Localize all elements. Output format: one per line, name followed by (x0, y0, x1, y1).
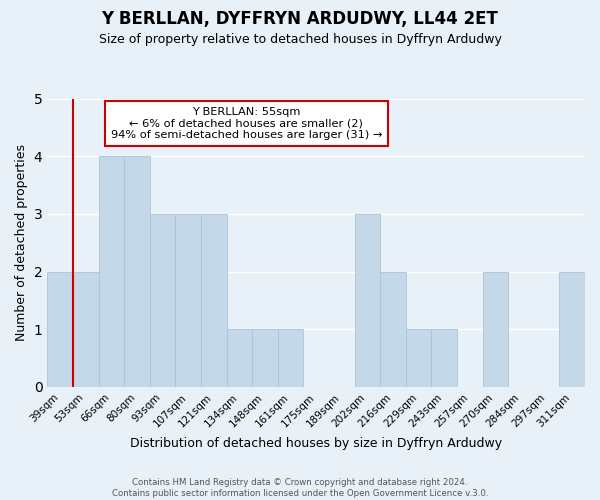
Bar (380, 272, 406, 387)
Bar (73, 272, 98, 387)
Bar (252, 330, 278, 387)
Bar (227, 330, 252, 387)
Bar (124, 156, 150, 387)
Bar (431, 330, 457, 387)
Bar (201, 214, 227, 387)
Bar (406, 330, 431, 387)
Bar (482, 272, 508, 387)
Text: Contains HM Land Registry data © Crown copyright and database right 2024.
Contai: Contains HM Land Registry data © Crown c… (112, 478, 488, 498)
Bar (175, 214, 201, 387)
Bar (559, 272, 585, 387)
Text: Y BERLLAN, DYFFRYN ARDUDWY, LL44 2ET: Y BERLLAN, DYFFRYN ARDUDWY, LL44 2ET (101, 10, 499, 28)
Bar (278, 330, 304, 387)
Text: Y BERLLAN: 55sqm
← 6% of detached houses are smaller (2)
94% of semi-detached ho: Y BERLLAN: 55sqm ← 6% of detached houses… (110, 107, 382, 140)
Bar (47, 272, 73, 387)
X-axis label: Distribution of detached houses by size in Dyffryn Ardudwy: Distribution of detached houses by size … (130, 437, 502, 450)
Bar (355, 214, 380, 387)
Bar (98, 156, 124, 387)
Text: Size of property relative to detached houses in Dyffryn Ardudwy: Size of property relative to detached ho… (98, 32, 502, 46)
Y-axis label: Number of detached properties: Number of detached properties (15, 144, 28, 341)
Bar (150, 214, 175, 387)
